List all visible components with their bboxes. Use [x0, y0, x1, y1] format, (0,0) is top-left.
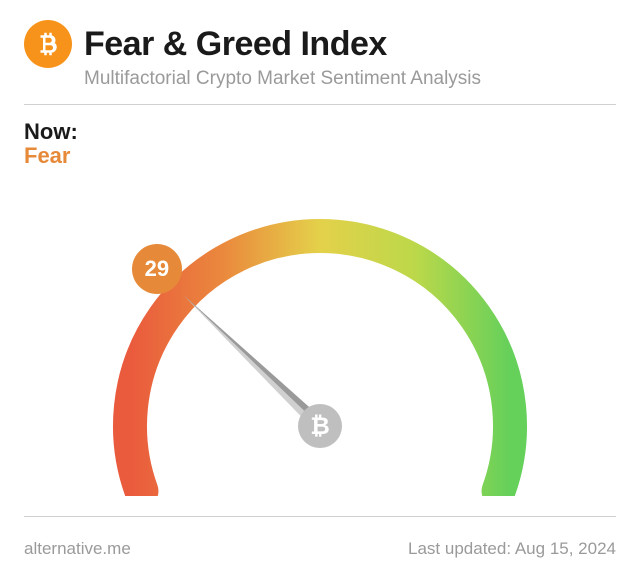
- page-subtitle: Multifactorial Crypto Market Sentiment A…: [84, 68, 616, 90]
- footer: alternative.me Last updated: Aug 15, 202…: [24, 539, 616, 559]
- now-label: Now:: [24, 119, 616, 145]
- sentiment-label: Fear: [24, 143, 616, 169]
- divider-top: [24, 104, 616, 105]
- status-block: Now: Fear: [24, 119, 616, 169]
- svg-text:₿: ₿: [310, 413, 330, 440]
- gauge-chart: ₿: [60, 176, 580, 496]
- footer-updated: Last updated: Aug 15, 2024: [408, 539, 616, 559]
- divider-bottom: [24, 516, 616, 517]
- bitcoin-icon: [33, 29, 63, 59]
- gauge-value-badge: 29: [132, 244, 182, 294]
- header: Fear & Greed Index: [24, 20, 616, 68]
- page-title: Fear & Greed Index: [84, 25, 387, 64]
- gauge-container: ₿ 29: [24, 169, 616, 502]
- footer-source: alternative.me: [24, 539, 131, 559]
- gauge-value: 29: [145, 256, 169, 282]
- bitcoin-logo: [24, 20, 72, 68]
